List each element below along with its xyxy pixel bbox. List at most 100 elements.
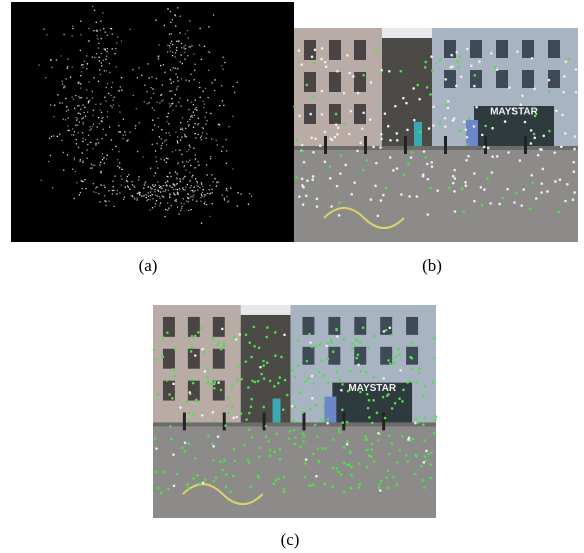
point <box>184 175 186 178</box>
feature-point <box>373 334 377 338</box>
feature-point <box>342 122 346 126</box>
feature-point <box>523 120 527 124</box>
feature-point <box>327 381 330 385</box>
feature-point <box>311 396 314 400</box>
feature-point <box>251 379 254 383</box>
point <box>119 131 121 133</box>
feature-point <box>520 204 523 207</box>
feature-point <box>304 458 308 461</box>
feature-point <box>407 162 410 165</box>
point <box>73 159 75 161</box>
point <box>78 112 80 114</box>
point <box>169 69 172 71</box>
point <box>201 127 203 129</box>
feature-point <box>372 145 375 149</box>
point <box>189 118 191 121</box>
point <box>106 154 108 156</box>
point <box>111 81 114 84</box>
point <box>84 138 87 141</box>
poster <box>466 120 478 146</box>
point <box>225 187 228 190</box>
point <box>95 30 97 32</box>
point <box>189 146 191 148</box>
feature-point <box>316 435 319 439</box>
point <box>187 201 189 203</box>
point <box>180 78 183 80</box>
point <box>40 179 42 181</box>
point <box>74 170 77 172</box>
window <box>354 72 366 92</box>
point <box>77 112 79 114</box>
point <box>189 46 191 48</box>
point <box>187 197 189 199</box>
point <box>172 188 174 191</box>
feature-point <box>253 380 257 384</box>
point <box>197 123 200 125</box>
feature-point <box>530 57 534 60</box>
point <box>157 190 160 192</box>
point <box>168 103 171 105</box>
point <box>94 164 96 166</box>
feature-point <box>417 421 420 424</box>
feature-point <box>395 139 399 142</box>
point <box>94 56 96 59</box>
point <box>61 139 63 142</box>
point <box>199 27 201 29</box>
feature-point <box>274 479 278 482</box>
point <box>169 196 171 198</box>
point <box>77 132 80 134</box>
feature-point <box>375 411 379 415</box>
feature-point <box>232 474 235 478</box>
point <box>138 122 140 124</box>
feature-point <box>192 477 195 480</box>
point <box>165 139 168 141</box>
feature-point <box>389 139 392 142</box>
point <box>117 36 119 38</box>
point <box>222 68 224 70</box>
point <box>98 122 100 125</box>
point <box>120 175 122 177</box>
point <box>190 185 192 187</box>
point <box>212 14 215 16</box>
point <box>84 115 87 117</box>
feature-point <box>227 396 230 399</box>
feature-point <box>511 107 515 111</box>
point <box>179 97 181 99</box>
bollard <box>404 136 407 154</box>
feature-point <box>337 427 341 431</box>
feature-point <box>413 118 416 122</box>
feature-point <box>301 184 304 187</box>
point <box>82 137 84 140</box>
feature-point <box>356 353 360 357</box>
point <box>165 184 168 187</box>
point <box>126 140 128 142</box>
point <box>95 142 97 145</box>
point <box>100 120 102 122</box>
point <box>175 188 177 190</box>
point <box>185 79 187 81</box>
point <box>120 40 122 42</box>
point <box>157 58 160 60</box>
point <box>150 97 152 99</box>
feature-point <box>264 424 268 428</box>
point <box>81 152 83 154</box>
point <box>135 125 137 127</box>
point <box>95 53 98 55</box>
point <box>80 75 82 77</box>
feature-point <box>436 189 439 192</box>
feature-point <box>288 429 292 433</box>
point <box>187 193 190 195</box>
point <box>79 113 82 115</box>
point <box>205 137 207 139</box>
feature-point <box>304 194 308 198</box>
feature-point <box>322 406 325 409</box>
point <box>203 194 206 196</box>
feature-point <box>392 476 395 479</box>
tree <box>240 314 291 427</box>
point <box>192 104 194 106</box>
feature-point <box>432 337 436 340</box>
feature-point <box>248 341 252 344</box>
feature-point <box>202 350 206 354</box>
feature-point <box>250 355 253 359</box>
point <box>177 136 179 138</box>
